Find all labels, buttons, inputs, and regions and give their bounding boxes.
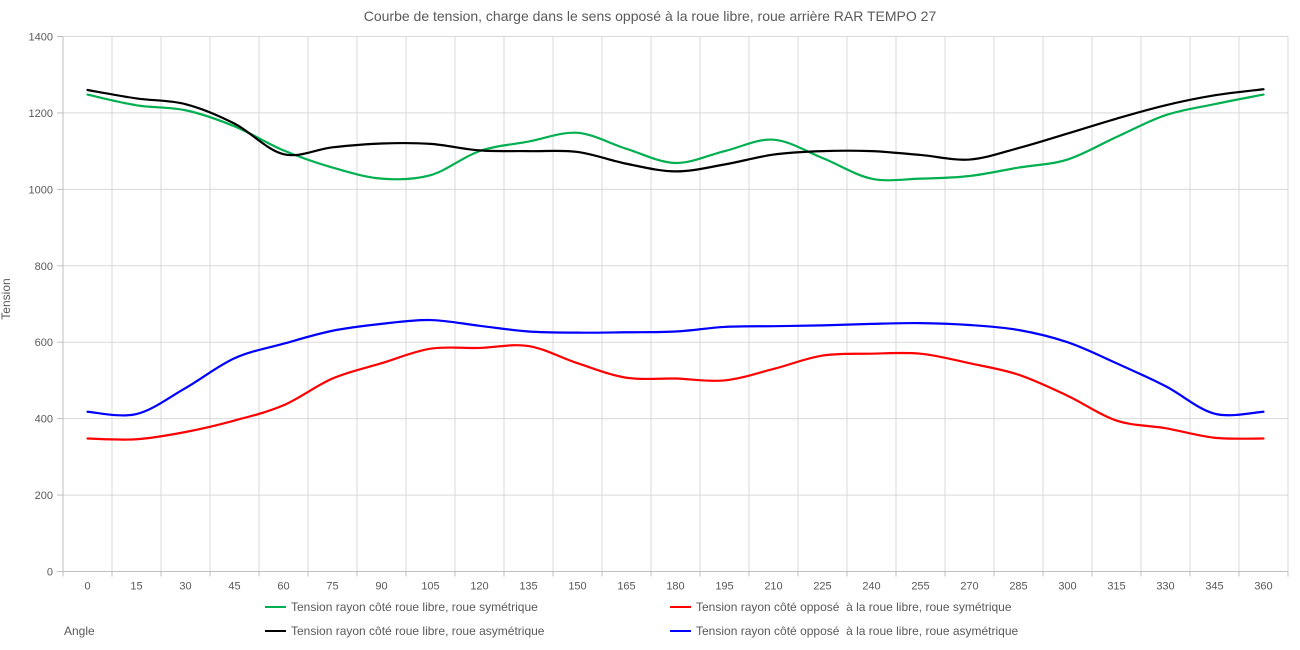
x-tick-label: 165 <box>617 581 635 593</box>
legend-label: Tension rayon côté opposé à la roue libr… <box>696 624 1019 638</box>
x-tick-label: 210 <box>764 581 782 593</box>
x-tick-label: 255 <box>911 581 929 593</box>
x-tick-label: 360 <box>1254 581 1272 593</box>
legend-label: Tension rayon côté roue libre, roue symé… <box>291 600 538 614</box>
x-tick-label: 150 <box>568 581 586 593</box>
chart-title: Courbe de tension, charge dans le sens o… <box>363 8 937 24</box>
y-tick-label: 1400 <box>29 32 53 44</box>
y-tick-label: 1000 <box>29 184 53 196</box>
y-tick-label: 400 <box>35 414 53 426</box>
x-tick-label: 60 <box>277 581 289 593</box>
legend-label: Tension rayon côté roue libre, roue asym… <box>291 624 545 638</box>
x-tick-label: 120 <box>470 581 488 593</box>
x-tick-label: 135 <box>519 581 537 593</box>
x-tick-label: 315 <box>1107 581 1125 593</box>
legend-label: Tension rayon côté opposé à la roue libr… <box>696 600 1012 614</box>
x-tick-label: 90 <box>375 581 387 593</box>
x-tick-label: 345 <box>1205 581 1223 593</box>
y-tick-label: 0 <box>47 567 53 579</box>
legend-line-marker <box>670 605 691 609</box>
x-tick-label: 30 <box>179 581 191 593</box>
legend-line-marker <box>265 605 286 609</box>
x-tick-label: 15 <box>130 581 142 593</box>
y-tick-label: 1200 <box>29 108 53 120</box>
x-tick-label: 300 <box>1058 581 1076 593</box>
y-tick-label: 200 <box>35 490 53 502</box>
x-tick-label: 180 <box>666 581 684 593</box>
y-tick-label: 800 <box>35 261 53 273</box>
series-line-2 <box>86 88 1265 173</box>
x-tick-label: 240 <box>862 581 880 593</box>
x-tick-label: 225 <box>813 581 831 593</box>
x-tick-label: 0 <box>84 581 90 593</box>
legend-item-blue-asym: Tension rayon côté opposé à la roue libr… <box>670 623 1018 639</box>
x-tick-label: 105 <box>421 581 439 593</box>
y-axis-title: Tension <box>0 278 13 320</box>
x-tick-label: 45 <box>228 581 240 593</box>
series-line-3 <box>86 318 1265 417</box>
legend-line-marker <box>670 629 691 633</box>
legend-item-green-sym: Tension rayon côté roue libre, roue symé… <box>265 599 538 615</box>
y-tick-label: 600 <box>35 337 53 349</box>
x-tick-label: 270 <box>960 581 978 593</box>
series-line-1 <box>86 344 1265 441</box>
x-tick-label: 285 <box>1009 581 1027 593</box>
series-line-0 <box>86 93 1265 182</box>
x-axis-title: Angle <box>64 624 95 638</box>
legend-line-marker <box>265 629 286 633</box>
x-tick-label: 195 <box>715 581 733 593</box>
x-tick-label: 75 <box>326 581 338 593</box>
legend-item-black-asym: Tension rayon côté roue libre, roue asym… <box>265 623 544 639</box>
x-tick-label: 330 <box>1156 581 1174 593</box>
legend-item-red-sym: Tension rayon côté opposé à la roue libr… <box>670 599 1012 615</box>
